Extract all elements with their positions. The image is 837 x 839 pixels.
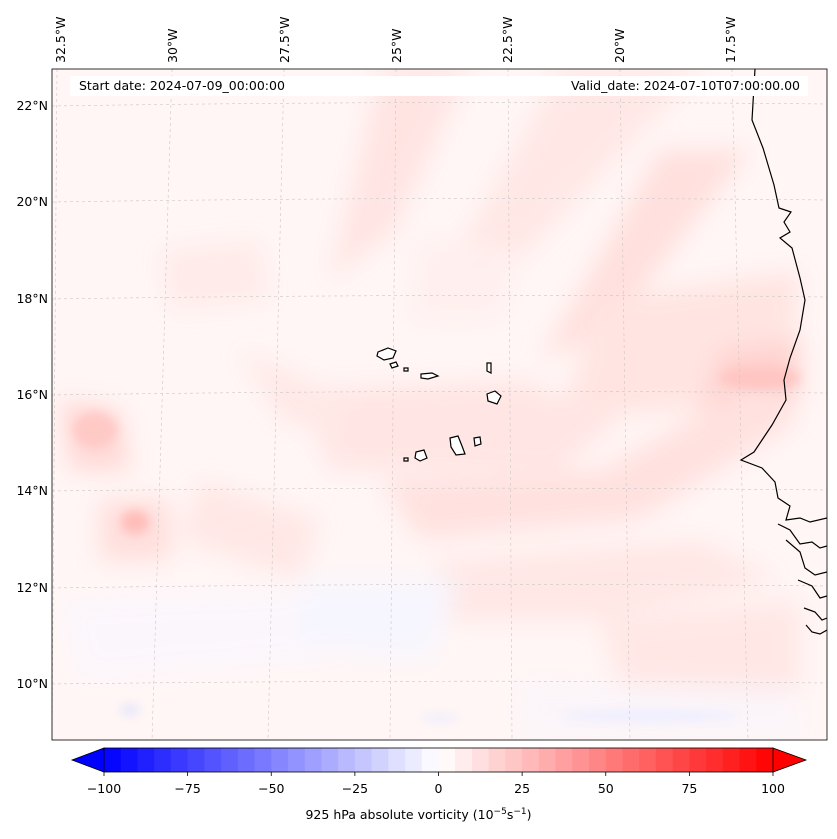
colorbar-step [488, 748, 506, 772]
lat-label-12n: 12°N [16, 580, 48, 595]
colorbar-step [505, 748, 523, 772]
cape-verde-islands [376, 347, 502, 462]
colorbar-step [120, 748, 139, 772]
colorbar-label: 925 hPa absolute vorticity (10−5s−1) [0, 807, 837, 822]
header-box [70, 76, 808, 96]
cb-tick-label: 75 [681, 781, 698, 796]
lon-label-27-5w: 27.5°W [277, 16, 292, 63]
colorbar-step [237, 748, 256, 772]
colorbar-step [555, 748, 573, 772]
lon-label-30w: 30°W [165, 28, 180, 63]
colorbar-step [672, 748, 690, 772]
colorbar-step [271, 748, 289, 772]
cb-tick-label: 0 [434, 781, 443, 796]
colorbar [70, 747, 808, 776]
colorbar-label-exp1: −5 [493, 807, 507, 817]
colorbar-step [589, 748, 607, 772]
cb-tick-label: −100 [86, 781, 122, 796]
colorbar-step [321, 748, 339, 772]
colorbar-step [605, 748, 624, 772]
colorbar-steps [104, 748, 774, 772]
lat-label-16n: 16°N [16, 387, 48, 402]
lon-label-25w: 25°W [389, 28, 404, 63]
colorbar-step [221, 748, 239, 772]
colorbar-step [522, 748, 540, 772]
colorbar-step [739, 748, 757, 772]
colorbar-step [170, 748, 189, 772]
colorbar-label-text: 925 hPa absolute vorticity (10 [305, 807, 494, 823]
lat-label-22n: 22°N [16, 98, 48, 113]
colorbar-step [722, 748, 741, 772]
cb-tick-label: −75 [174, 781, 201, 796]
colorbar-step [104, 748, 122, 772]
colorbar-step [304, 748, 323, 772]
colorbar-step [438, 748, 456, 772]
cb-tick-label: 25 [514, 781, 531, 796]
map-panel [52, 69, 827, 740]
lat-label-10n: 10°N [16, 676, 48, 691]
valid-date-label: Valid_date: 2024-07-10T07:00:00.00 [570, 78, 800, 93]
vorticity-field [60, 69, 800, 740]
colorbar-step [421, 748, 440, 772]
coastline [739, 69, 827, 635]
lon-label-20w: 20°W [612, 28, 627, 63]
colorbar-step [354, 748, 373, 772]
colorbar-label-exp2: −1 [513, 807, 527, 817]
lat-label-18n: 18°N [16, 291, 48, 306]
colorbar-label-end: ) [526, 807, 532, 823]
cb-tick-label: −25 [341, 781, 369, 796]
colorbar-step [187, 748, 205, 772]
colorbar-step [405, 748, 423, 772]
lon-label-17-5w: 17.5°W [723, 16, 738, 63]
colorbar-step [756, 748, 774, 772]
lon-label-32-5w: 32.5°W [53, 16, 68, 63]
colorbar-step [254, 748, 272, 772]
colorbar-tickmarks [103, 772, 774, 776]
lon-label-22-5w: 22.5°W [500, 16, 515, 63]
start-date-label: Start date: 2024-07-09_00:00:00 [79, 78, 285, 93]
colorbar-step [471, 748, 490, 772]
colorbar-step [388, 748, 406, 772]
colorbar-step [287, 748, 306, 772]
lat-label-14n: 14°N [16, 483, 48, 498]
colorbar-step [639, 748, 657, 772]
colorbar-step [706, 748, 724, 772]
colorbar-max-extension [772, 747, 808, 773]
colorbar-step [154, 748, 172, 772]
cb-tick-label: 100 [761, 781, 785, 796]
colorbar-step [371, 748, 389, 772]
colorbar-step [622, 748, 640, 772]
colorbar-step [689, 748, 707, 772]
gridlines [52, 69, 827, 740]
colorbar-step [572, 748, 590, 772]
colorbar-label-unit: s [506, 807, 514, 823]
lat-label-20n: 20°N [16, 194, 48, 209]
colorbar-step [204, 748, 222, 772]
cb-tick-label: 50 [597, 781, 614, 796]
colorbar-step [655, 748, 674, 772]
cb-tick-label: −50 [258, 781, 285, 796]
colorbar-step [455, 748, 473, 772]
colorbar-step [137, 748, 155, 772]
colorbar-step [538, 748, 557, 772]
colorbar-step [338, 748, 356, 772]
map-frame [51, 68, 828, 741]
colorbar-min-extension [70, 747, 105, 773]
vorticity-field-detail [73, 366, 800, 722]
